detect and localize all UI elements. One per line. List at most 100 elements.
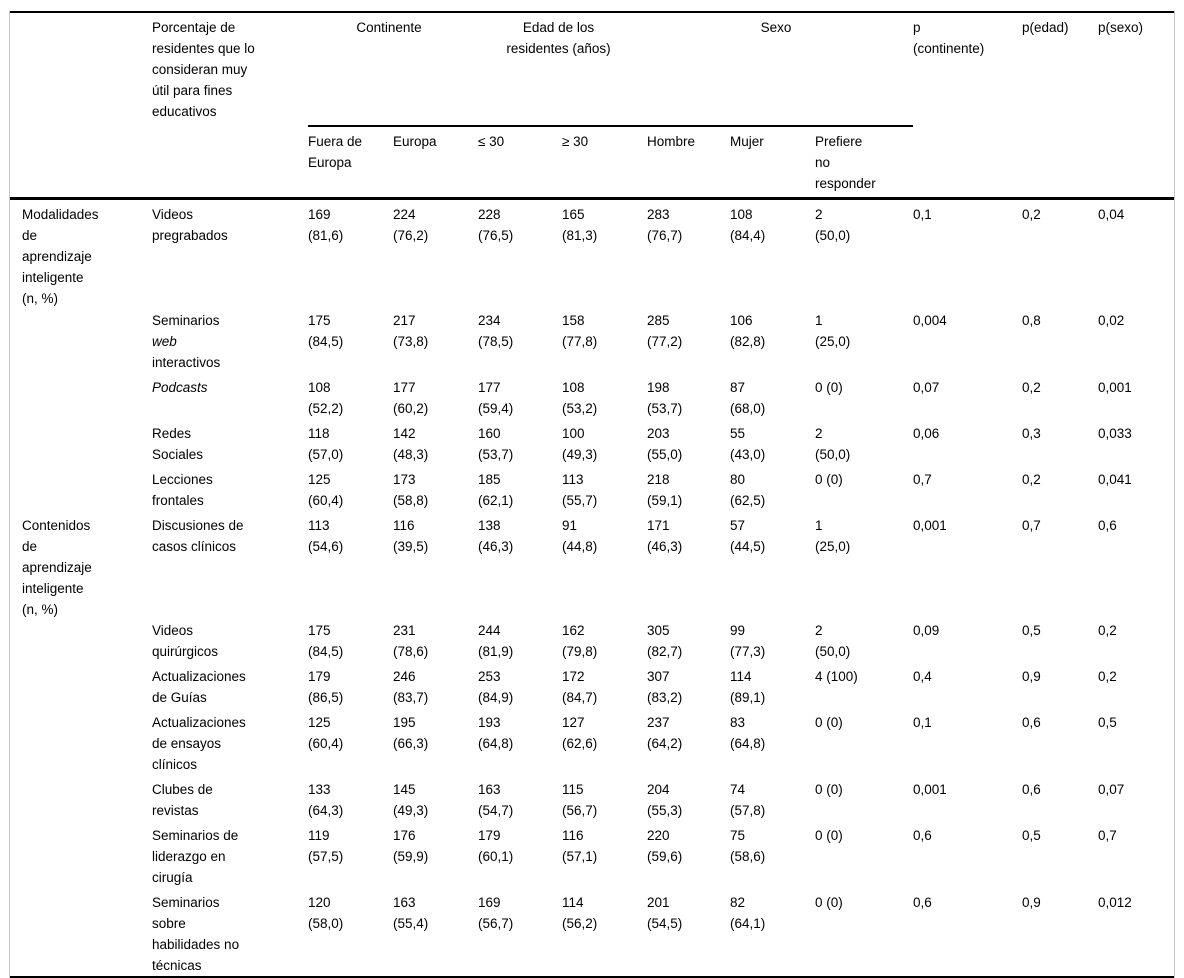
cell-hombre: 171 (46,3) <box>647 518 683 554</box>
row-label: Seminarios de liderazgo en cirugía <box>152 828 239 885</box>
cell-hombre: 198 (53,7) <box>647 380 683 416</box>
cell-p-sexo: 0,6 <box>1098 518 1117 533</box>
cell-le30: 160 (53,7) <box>478 426 514 462</box>
cell-p-edad: 0,6 <box>1022 715 1041 730</box>
cell-le30: 163 (54,7) <box>478 782 514 818</box>
cell-prefiere: 2 (50,0) <box>815 426 851 462</box>
row-label: Actualizaciones de Guías <box>152 669 246 705</box>
cell-hombre: 204 (55,3) <box>647 782 683 818</box>
cell-p-continente: 0,6 <box>913 828 932 843</box>
cell-prefiere: 1 (25,0) <box>815 313 851 349</box>
cell-p-edad: 0,5 <box>1022 623 1041 638</box>
table-row: Podcasts 108 (52,2) 177 (60,2) 177 (59,4… <box>10 373 1174 419</box>
cell-fuera-europa: 125 (60,4) <box>308 715 344 751</box>
cell-fuera-europa: 120 (58,0) <box>308 895 344 931</box>
group-label-modalidades: Modalidades de aprendizaje inteligente (n, %… <box>22 206 99 306</box>
cell-p-continente: 0,09 <box>913 623 940 638</box>
cell-europa: 246 (83,7) <box>393 669 429 705</box>
cell-mujer: 87 (68,0) <box>730 380 766 416</box>
cell-ge30: 114 (56,2) <box>562 895 598 931</box>
cell-p-sexo: 0,012 <box>1098 895 1132 910</box>
cell-europa: 231 (78,6) <box>393 623 429 659</box>
cell-mujer: 114 (89,1) <box>730 669 766 705</box>
cell-hombre: 305 (82,7) <box>647 623 683 659</box>
cell-europa: 116 (39,5) <box>393 518 429 554</box>
cell-hombre: 201 (54,5) <box>647 895 683 931</box>
cell-mujer: 57 (44,5) <box>730 518 766 554</box>
cell-le30: 179 (60,1) <box>478 828 514 864</box>
cell-europa: 177 (60,2) <box>393 380 429 416</box>
cell-fuera-europa: 125 (60,4) <box>308 472 344 508</box>
cell-prefiere: 0 (0) <box>815 782 843 797</box>
cell-p-edad: 0,5 <box>1022 828 1041 843</box>
cell-ge30: 91 (44,8) <box>562 518 598 554</box>
cell-p-sexo: 0,2 <box>1098 623 1117 638</box>
cell-hombre: 237 (64,2) <box>647 715 683 751</box>
cell-p-sexo: 0,041 <box>1098 472 1132 487</box>
cell-mujer: 83 (64,8) <box>730 715 766 751</box>
cell-ge30: 127 (62,6) <box>562 715 598 751</box>
header-group-edad: Edad de los residentes (años) <box>478 12 647 127</box>
table-row: Seminarios de liderazgo en cirugía 119 (57… <box>10 821 1174 888</box>
cell-europa: 195 (66,3) <box>393 715 429 751</box>
header-prefiere-no-responder: Prefiere no responder <box>815 126 914 200</box>
cell-prefiere: 0 (0) <box>815 380 843 395</box>
header-row-groups: Porcentaje de residentes que lo consideran… <box>10 12 1175 200</box>
cell-p-continente: 0,1 <box>913 206 932 222</box>
table-row: Actualizaciones de ensayos clínicos 125 (6… <box>10 708 1174 775</box>
cell-le30: 138 (46,3) <box>478 518 514 554</box>
cell-europa: 142 (48,3) <box>393 426 429 462</box>
cell-ge30: 100 (49,3) <box>562 426 598 462</box>
cell-mujer: 74 (57,8) <box>730 782 766 818</box>
cell-ge30: 115 (56,7) <box>562 782 598 818</box>
cell-mujer: 99 (77,3) <box>730 623 766 659</box>
cell-fuera-europa: 179 (86,5) <box>308 669 344 705</box>
cell-hombre: 285 (77,2) <box>647 313 683 349</box>
row-label: Clubes de revistas <box>152 782 213 818</box>
cell-mujer: 82 (64,1) <box>730 895 766 931</box>
cell-europa: 217 (73,8) <box>393 313 429 349</box>
cell-fuera-europa: 108 (52,2) <box>308 380 344 416</box>
cell-le30: 193 (64,8) <box>478 715 514 751</box>
row-label: Seminarios web interactivos <box>152 313 221 370</box>
header-le30: ≤ 30 <box>478 126 562 200</box>
table-row: Redes Sociales 118 (57,0) 142 (48,3) 160 … <box>10 419 1174 465</box>
header-p-edad: p(edad) <box>1022 12 1099 200</box>
cell-p-continente: 0,001 <box>913 782 947 797</box>
cell-le30: 234 (78,5) <box>478 313 514 349</box>
cell-fuera-europa: 175 (84,5) <box>308 313 344 349</box>
cell-p-edad: 0,2 <box>1022 380 1041 395</box>
header-europa: Europa <box>393 126 478 200</box>
cell-prefiere: 0 (0) <box>815 895 843 910</box>
cell-p-sexo: 0,001 <box>1098 380 1132 395</box>
cell-p-edad: 0,9 <box>1022 895 1041 910</box>
cell-europa: 176 (59,9) <box>393 828 429 864</box>
cell-hombre: 203 (55,0) <box>647 426 683 462</box>
cell-p-edad: 0,7 <box>1022 518 1041 533</box>
table-row: Actualizaciones de Guías 179 (86,5) 246 (… <box>10 662 1174 708</box>
header-p-sexo: p(sexo) <box>1098 12 1175 200</box>
table-row: Modalidades de aprendizaje inteligente (n, %… <box>10 198 1174 306</box>
table-row: Seminarios web interactivos 175 (84,5) 217… <box>10 306 1174 373</box>
row-label: Redes Sociales <box>152 426 204 462</box>
header-row-subgroups: Fuera de Europa Europa ≤ 30 ≥ 30 Hombre M… <box>10 126 1174 200</box>
header-p-continente: p (continente) <box>913 12 1023 200</box>
cell-p-edad: 0,2 <box>1022 206 1041 222</box>
results-table-frame: Porcentaje de residentes que lo consideran… <box>9 11 1176 978</box>
cell-p-sexo: 0,2 <box>1098 669 1117 684</box>
cell-europa: 173 (58,8) <box>393 472 429 508</box>
cell-p-sexo: 0,04 <box>1098 206 1125 222</box>
cell-p-continente: 0,7 <box>913 472 932 487</box>
table-row: Seminarios sobre habilidades no técnicas 12… <box>10 888 1174 977</box>
cell-le30: 228 (76,5) <box>478 206 514 243</box>
cell-le30: 177 (59,4) <box>478 380 514 416</box>
cell-ge30: 162 (79,8) <box>562 623 598 659</box>
cell-p-sexo: 0,02 <box>1098 313 1125 328</box>
cell-ge30: 113 (55,7) <box>562 472 598 508</box>
header-group-sexo: Sexo <box>647 12 914 127</box>
header-fuera-europa: Fuera de Europa <box>308 126 393 200</box>
cell-fuera-europa: 175 (84,5) <box>308 623 344 659</box>
cell-le30: 253 (84,9) <box>478 669 514 705</box>
cell-mujer: 75 (58,6) <box>730 828 766 864</box>
cell-europa: 224 (76,2) <box>393 206 429 243</box>
